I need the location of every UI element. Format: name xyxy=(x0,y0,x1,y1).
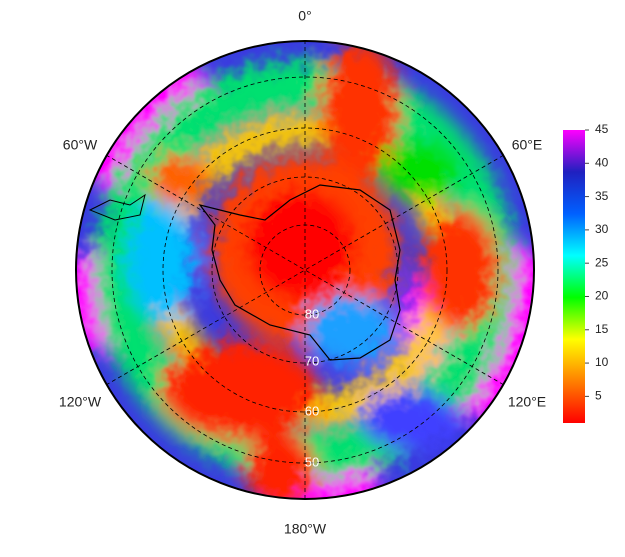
map-border xyxy=(75,40,535,500)
colorbar-tick-label: 45 xyxy=(595,122,609,136)
longitude-label: 120°E xyxy=(508,394,546,410)
longitude-label: 0° xyxy=(298,8,311,24)
colorbar xyxy=(563,130,585,423)
colorbar-tick-label: 35 xyxy=(595,189,609,203)
colorbar-tick-label: 15 xyxy=(595,322,609,336)
colorbar-tick-label: 10 xyxy=(595,355,609,369)
colorbar-tick-label: 20 xyxy=(595,289,609,303)
latitude-label: 50 xyxy=(305,454,319,469)
latitude-label: 70 xyxy=(305,353,319,368)
longitude-label: 60°E xyxy=(512,137,543,153)
latitude-label: 80 xyxy=(305,306,319,321)
raster xyxy=(76,41,534,499)
colorbar-tick-label: 5 xyxy=(595,389,602,403)
longitude-label: 180°W xyxy=(284,521,327,537)
latitude-label: 60 xyxy=(305,403,319,418)
colorbar-tick-label: 30 xyxy=(595,222,609,236)
longitude-label: 60°W xyxy=(63,137,98,153)
longitude-label: 120°W xyxy=(59,394,102,410)
colorbar-tick-label: 25 xyxy=(595,255,609,269)
colorbar-tick-label: 40 xyxy=(595,155,609,169)
